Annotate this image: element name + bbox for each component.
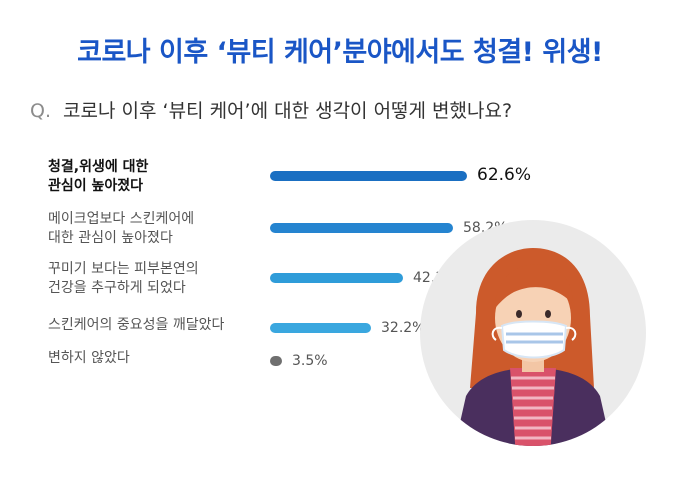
- question-text: 코로나 이후 ‘뷰티 케어’에 대한 생각이 어떻게 변했나요?: [63, 100, 513, 122]
- bar-label-1: 청결,위생에 대한 관심이 높아졌다: [48, 159, 149, 194]
- bar-value-5: 3.5%: [292, 353, 328, 369]
- bar-label-2: 메이크업보다 스킨케어에 대한 관심이 높아졌다: [48, 211, 195, 246]
- masked-woman-illustration: [420, 220, 646, 446]
- survey-question: Q. 코로나 이후 ‘뷰티 케어’에 대한 생각이 어떻게 변했나요?: [30, 96, 512, 123]
- bar-1: [270, 171, 467, 181]
- left-eye: [516, 310, 522, 318]
- bar-3: [270, 273, 403, 283]
- question-prefix: Q.: [30, 100, 51, 122]
- bar-label-3: 꾸미기 보다는 피부본연의 건강을 추구하게 되었다: [48, 261, 199, 296]
- bar-2: [270, 223, 453, 233]
- bar-label-5: 변하지 않았다: [48, 350, 130, 366]
- right-eye: [545, 310, 551, 318]
- bar-value-1: 62.6%: [477, 165, 532, 185]
- face-mask: [500, 320, 568, 359]
- bar-label-4: 스킨케어의 중요성을 깨달았다: [48, 317, 225, 333]
- striped-shirt: [510, 368, 556, 446]
- headline: 코로나 이후 ‘뷰티 케어’분야에서도 청결! 위생!: [77, 37, 603, 68]
- bar-value-4: 32.2%: [381, 320, 426, 336]
- bar-5: [270, 356, 282, 366]
- bar-4: [270, 323, 371, 333]
